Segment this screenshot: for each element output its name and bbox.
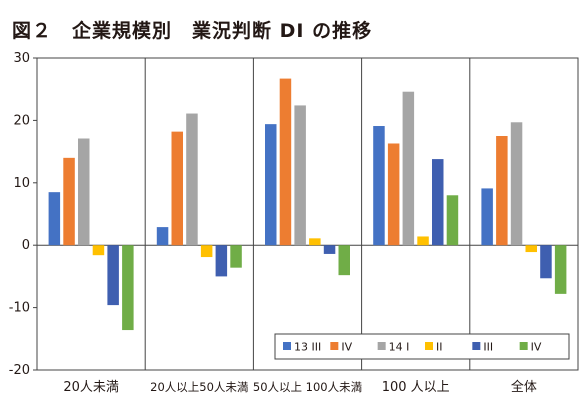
bar <box>200 245 213 258</box>
bar <box>510 122 523 246</box>
x-tick-label: 50人以上 100人未満 <box>253 380 362 394</box>
legend-label: 14 I <box>389 341 410 354</box>
legend-swatch <box>425 342 433 350</box>
x-tick-label: 20人以上50人未満 <box>150 380 248 394</box>
bar <box>279 78 292 246</box>
bar <box>171 131 183 246</box>
legend-label: IV <box>531 341 542 354</box>
x-tick-label: 100 人以上 <box>382 380 450 395</box>
bar <box>186 113 198 246</box>
bar <box>122 245 134 331</box>
legend-swatch <box>377 342 386 350</box>
legend-swatch <box>472 342 481 350</box>
bar <box>373 126 385 246</box>
bar <box>417 236 429 246</box>
bar <box>338 245 350 276</box>
bar <box>525 245 537 253</box>
chart-title: 図２ 企業規模別 業況判断 DI の推移 <box>12 20 373 42</box>
bar <box>496 136 508 246</box>
bar <box>554 245 567 294</box>
y-tick-label: 30 <box>13 51 30 66</box>
bar <box>540 245 552 279</box>
bar <box>294 105 306 246</box>
y-tick-label: -10 <box>9 301 30 316</box>
legend-label: IV <box>341 341 352 354</box>
bar <box>387 143 400 246</box>
bar <box>63 157 75 246</box>
bar <box>92 245 105 256</box>
bar <box>230 245 242 268</box>
plot-frame <box>36 57 579 371</box>
bar <box>309 238 321 246</box>
bar <box>323 245 336 254</box>
legend-swatch <box>330 342 339 350</box>
x-tick-label: 20人未満 <box>63 380 119 395</box>
legend-label: II <box>436 341 443 354</box>
y-tick-label: -20 <box>9 363 30 378</box>
legend-swatch <box>519 342 528 350</box>
bar <box>215 245 228 277</box>
bar <box>446 195 459 246</box>
bar <box>78 138 90 246</box>
legend-label: 13 III <box>294 341 321 354</box>
legend-label: III <box>483 341 493 354</box>
bar <box>265 124 277 246</box>
y-tick-label: 10 <box>13 176 30 191</box>
bar <box>48 192 61 246</box>
bar <box>156 227 169 246</box>
bar <box>402 91 415 246</box>
legend-swatch <box>283 342 291 350</box>
y-tick-label: 20 <box>13 113 30 128</box>
bar <box>432 159 444 246</box>
y-tick-label: 0 <box>22 238 30 253</box>
x-tick-label: 全体 <box>511 379 537 395</box>
bar <box>107 245 119 306</box>
bar <box>481 188 493 246</box>
